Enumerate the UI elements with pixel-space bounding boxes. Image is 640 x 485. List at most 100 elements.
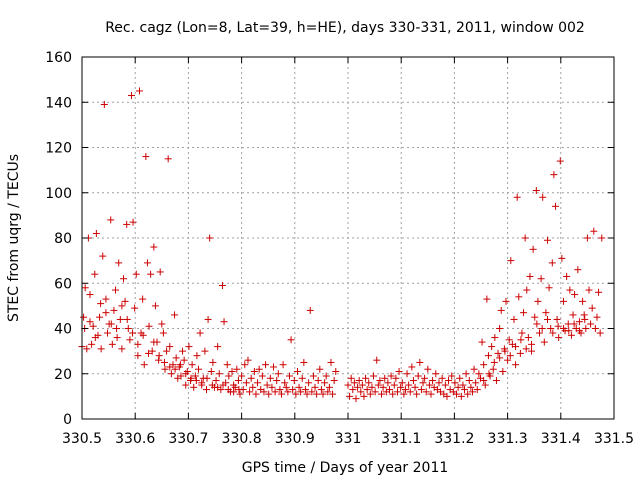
x-tick-label: 330.8: [222, 431, 262, 447]
y-axis-label: STEC from uqrg / TECUs: [6, 154, 22, 322]
data-point: [559, 325, 567, 332]
data-point: [587, 320, 595, 328]
data-point: [424, 365, 432, 373]
data-point: [570, 320, 578, 328]
data-point: [370, 372, 378, 380]
data-point: [531, 313, 539, 321]
data-point: [403, 370, 411, 378]
data-point: [281, 379, 289, 387]
data-point: [285, 372, 293, 380]
data-point: [187, 374, 195, 382]
data-point: [363, 386, 371, 394]
data-point: [102, 309, 110, 317]
data-point: [192, 377, 200, 385]
data-point: [371, 388, 379, 396]
grid-lines: [82, 57, 614, 419]
data-point: [190, 383, 198, 391]
data-point: [88, 340, 96, 348]
data-point: [425, 381, 433, 389]
data-point: [515, 293, 523, 301]
data-point: [329, 390, 337, 398]
data-point: [126, 336, 134, 344]
data-point: [536, 329, 544, 337]
data-point: [201, 347, 209, 355]
data-point: [113, 325, 121, 332]
data-point: [478, 338, 486, 346]
data-point: [488, 343, 496, 351]
data-point: [480, 377, 488, 385]
data-point: [494, 349, 502, 357]
data-point: [542, 309, 550, 317]
data-point: [355, 377, 363, 385]
data-point: [319, 390, 327, 398]
data-point: [219, 381, 227, 389]
data-point: [140, 361, 148, 369]
data-point: [490, 358, 498, 366]
data-point: [558, 254, 566, 262]
data-point: [419, 379, 427, 387]
data-point: [468, 388, 476, 396]
data-point: [92, 229, 100, 237]
data-point: [362, 374, 370, 382]
y-tick-label: 100: [45, 186, 72, 202]
y-tick-label: 80: [54, 231, 72, 247]
data-point: [134, 340, 142, 348]
data-point: [155, 356, 163, 364]
data-point: [591, 325, 599, 332]
data-point: [504, 356, 512, 364]
data-point: [172, 354, 180, 362]
data-point: [139, 331, 147, 339]
data-point: [142, 153, 150, 161]
data-point: [235, 386, 243, 394]
data-point: [116, 315, 124, 323]
data-point: [86, 291, 94, 299]
data-point: [258, 372, 266, 380]
x-tick-label: 331.4: [541, 431, 581, 447]
data-point: [309, 372, 317, 380]
data-point: [158, 320, 166, 328]
data-point: [443, 392, 451, 400]
data-point: [496, 354, 504, 362]
data-point: [230, 388, 238, 396]
data-point: [306, 306, 314, 314]
x-axis-label: GPS time / Days of year 2011: [242, 460, 449, 476]
data-point: [512, 343, 520, 351]
data-point: [537, 275, 545, 283]
data-point: [180, 356, 188, 364]
data-point: [139, 295, 147, 303]
data-point: [496, 325, 504, 332]
data-point: [521, 234, 529, 242]
data-point: [401, 386, 409, 394]
data-point: [409, 377, 417, 385]
data-point: [118, 345, 126, 353]
data-point: [324, 388, 332, 396]
data-point: [327, 358, 335, 366]
data-point: [238, 372, 246, 380]
data-point: [124, 325, 132, 332]
data-point: [135, 87, 143, 95]
data-point: [268, 383, 276, 391]
data-point: [414, 372, 422, 380]
data-point: [547, 325, 555, 332]
data-point: [350, 379, 358, 387]
data-point: [297, 388, 305, 396]
data-point: [580, 311, 588, 319]
data-point: [247, 374, 255, 382]
data-point: [145, 322, 153, 330]
data-point: [448, 372, 456, 380]
data-point: [565, 327, 573, 335]
data-point: [176, 361, 184, 369]
y-tick-label: 140: [45, 95, 72, 111]
data-point: [223, 361, 231, 369]
data-point: [544, 315, 551, 323]
data-point: [352, 395, 360, 403]
data-point: [457, 392, 465, 400]
data-point: [164, 155, 172, 163]
data-point: [196, 329, 204, 337]
data-point: [366, 390, 374, 398]
data-point: [266, 374, 274, 382]
data-point: [564, 320, 572, 328]
data-point: [295, 383, 303, 391]
data-point: [298, 374, 306, 382]
